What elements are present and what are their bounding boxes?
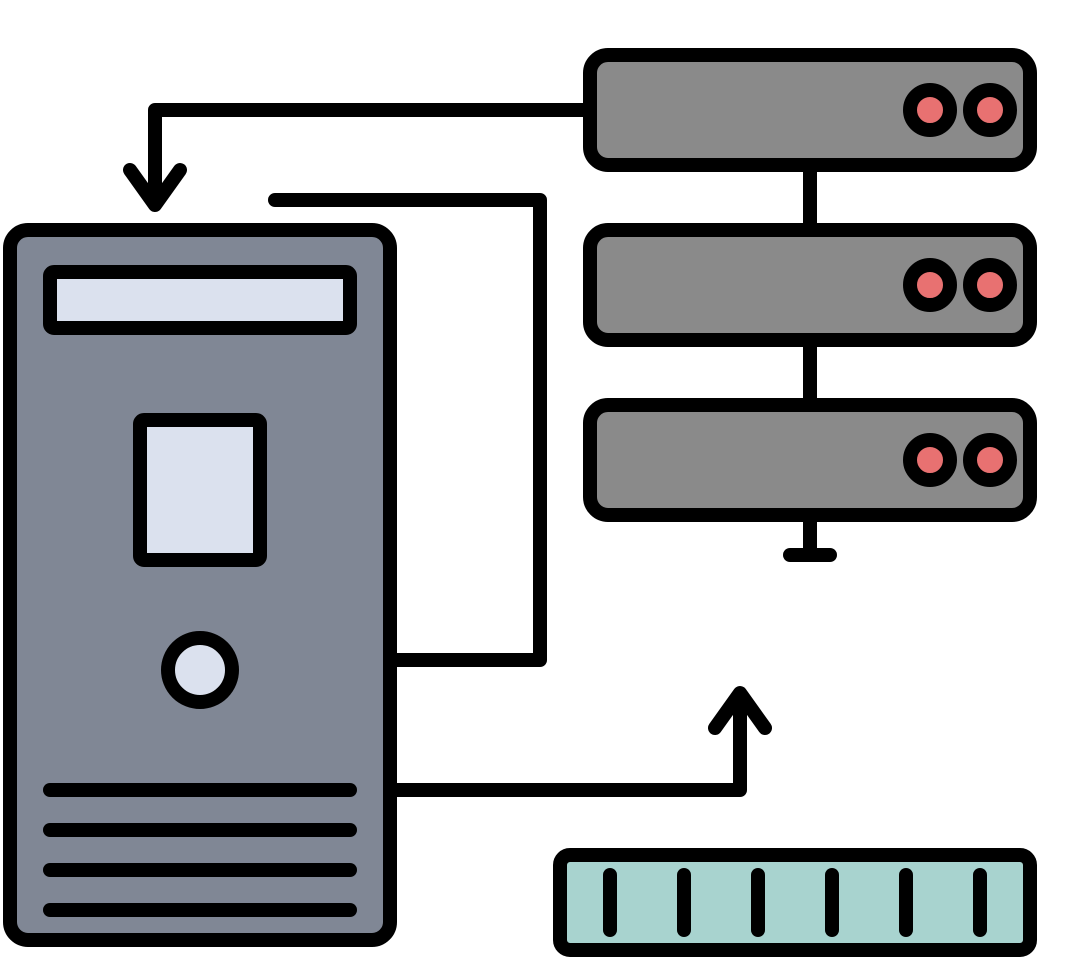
- server-stack: [590, 55, 1030, 555]
- server-unit-1: [590, 55, 1030, 165]
- arrow-memory-to-server: [390, 693, 765, 790]
- memory-module: [560, 855, 1030, 950]
- server-led-icon: [970, 265, 1010, 305]
- computer-tower: [10, 230, 390, 940]
- data-flow-diagram: [0, 0, 1072, 980]
- arrow-server-to-tower: [130, 110, 590, 205]
- power-button-icon: [168, 638, 232, 702]
- server-unit-2: [590, 230, 1030, 340]
- server-led-icon: [910, 90, 950, 130]
- server-unit-3: [590, 405, 1030, 515]
- tower-drive-slot: [50, 272, 350, 328]
- server-led-icon: [910, 265, 950, 305]
- server-led-icon: [910, 440, 950, 480]
- server-led-icon: [970, 440, 1010, 480]
- server-led-icon: [970, 90, 1010, 130]
- memory-body: [560, 855, 1030, 950]
- tower-window: [140, 420, 260, 560]
- arrow-path: [390, 710, 740, 790]
- arrow-path: [155, 110, 590, 188]
